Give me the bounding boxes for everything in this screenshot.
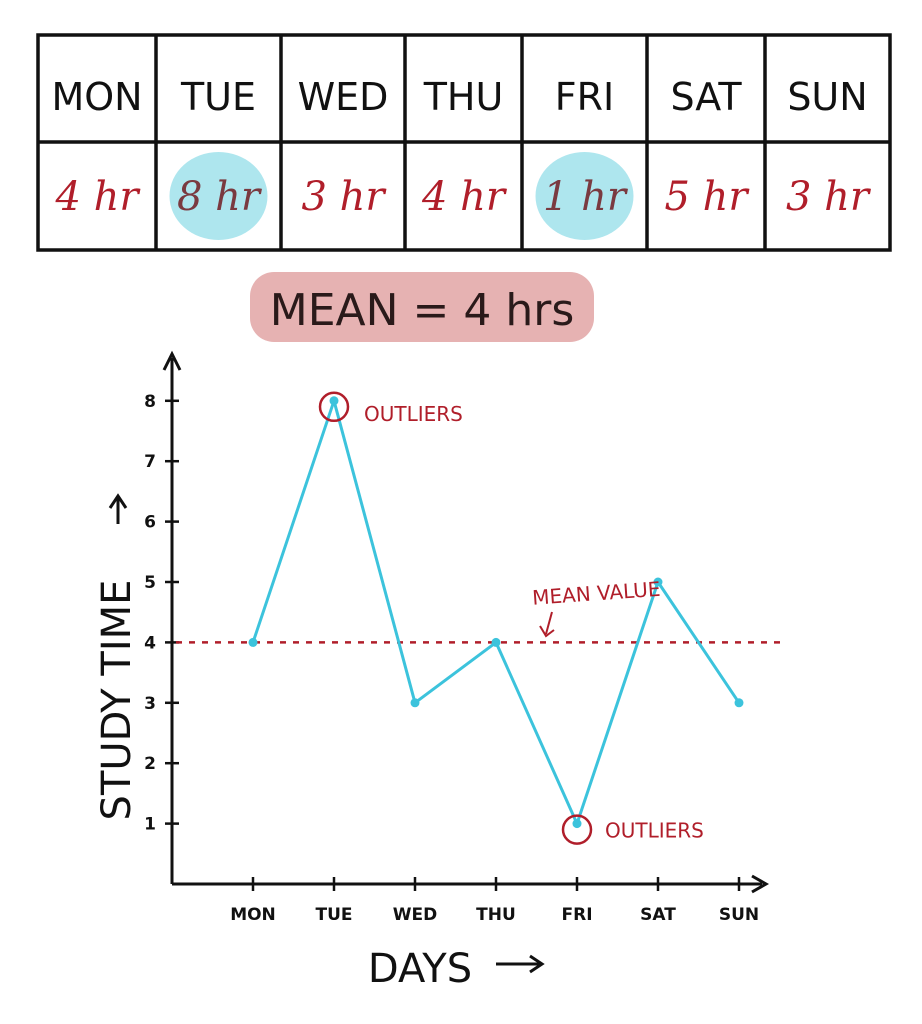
x-axis-arrow [751, 874, 770, 894]
x-tick-label-fri: FRI [561, 905, 592, 925]
x-axis-title: DAYS [368, 946, 472, 992]
data-point-sat [653, 577, 663, 587]
hours-value-thu: 4 hr [421, 174, 508, 220]
x-tick-label-wed: WED [393, 905, 437, 925]
cell-highlight [169, 152, 268, 240]
x-tick-label-mon: MON [230, 905, 276, 925]
day-header-sun: SUN [787, 75, 867, 119]
mean-value-annotation: MEAN VALUE [531, 577, 661, 610]
mean-summary: MEAN = 4 hrs [250, 272, 594, 342]
day-header-thu: THU [423, 75, 504, 119]
data-point-tue [329, 396, 339, 406]
mean-highlight-box [250, 272, 594, 342]
y-axis-title-arrow [108, 493, 128, 524]
y-tick-label: 1 [144, 815, 156, 835]
study-hours-table: MON TUE WED THU FRI SAT SUN 4 hr 8 hr 3 hr 4 hr 1 … [36, 33, 892, 252]
outlier-marker [561, 814, 593, 845]
data-point-wed [410, 698, 420, 708]
hours-value-mon: 4 hr [54, 174, 141, 220]
y-tick-label: 7 [144, 452, 156, 472]
y-tick-label: 6 [144, 513, 156, 533]
mean-label: MEAN = 4 hrs [270, 285, 575, 336]
hours-value-tue: 8 hr [177, 174, 263, 220]
outlier-marker [318, 391, 350, 423]
day-header-tue: TUE [180, 75, 256, 119]
outlier-high-annotation: OUTLIERS [364, 402, 463, 426]
y-tick-label: 4 [144, 633, 156, 653]
cell-highlight [535, 152, 634, 240]
outlier-low-annotation: OUTLIERS [605, 819, 704, 843]
data-point-fri [572, 819, 582, 829]
y-axis-title: STUDY TIME [94, 580, 140, 821]
data-point-mon [248, 637, 258, 647]
y-tick-label: 8 [144, 392, 156, 412]
x-axis-title-arrow [496, 954, 545, 974]
data-point-sun [734, 698, 744, 708]
day-header-sat: SAT [670, 75, 742, 119]
x-tick-label-thu: THU [476, 905, 516, 925]
mean-value-arrow [539, 611, 555, 638]
day-header-fri: FRI [555, 75, 614, 119]
x-tick-label-tue: TUE [315, 905, 352, 925]
series-line-study-time [251, 399, 741, 826]
hours-value-fri: 1 hr [543, 174, 629, 220]
data-point-thu [491, 637, 501, 647]
x-tick-label-sat: SAT [640, 905, 676, 925]
hours-value-sat: 5 hr [664, 174, 750, 220]
hours-value-sun: 3 hr [786, 174, 872, 220]
y-tick-label: 5 [144, 573, 156, 593]
y-tick-label: 3 [144, 694, 156, 714]
y-axis-arrow [162, 350, 182, 371]
y-tick-label: 2 [144, 754, 156, 774]
day-header-wed: WED [298, 75, 389, 119]
x-tick-label-sun: SUN [719, 905, 759, 925]
hours-value-wed: 3 hr [301, 174, 387, 220]
day-header-mon: MON [51, 75, 142, 119]
